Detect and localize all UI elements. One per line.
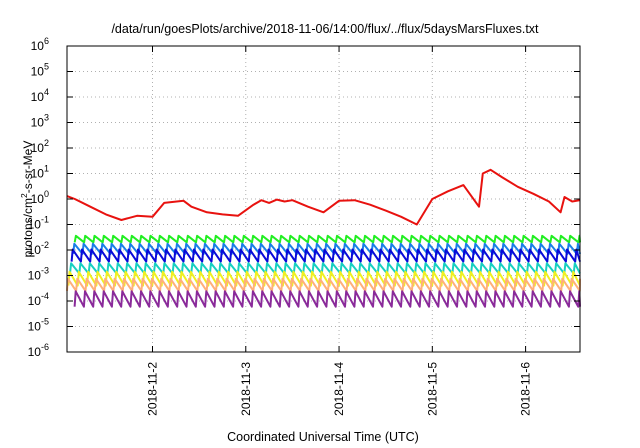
series-line-7 xyxy=(73,290,581,308)
x-tick-label: 2018-11-3 xyxy=(239,362,253,416)
series-line-4 xyxy=(69,262,581,275)
y-tick-label: 102 xyxy=(31,138,49,155)
y-tick-label: 10-5 xyxy=(28,317,49,334)
x-tick-label: 2018-11-6 xyxy=(519,362,533,416)
y-tick-label: 105 xyxy=(31,62,49,79)
axis-layer: 10-6 10-5 10-4 10-3 10-2 10-1 100 101 102 103 104 1… xyxy=(28,36,580,416)
series-line-3 xyxy=(70,248,581,263)
series-line-6 xyxy=(66,277,581,292)
series-line-1 xyxy=(73,234,581,244)
x-axis-label: Coordinated Universal Time (UTC) xyxy=(227,430,419,444)
y-tick-label: 101 xyxy=(31,164,49,181)
x-tick-label: 2018-11-5 xyxy=(425,362,439,416)
y-tick-label: 104 xyxy=(31,87,49,104)
x-tick-label: 2018-11-2 xyxy=(146,362,160,416)
y-axis-label: protons/cm2-s-sr-MeV xyxy=(19,141,35,258)
series-layer xyxy=(66,168,581,308)
chart-title: /data/run/goesPlots/archive/2018-11-06/1… xyxy=(111,22,539,36)
y-tick-label: 10-1 xyxy=(28,215,49,232)
x-tick-label: 2018-11-4 xyxy=(332,362,346,416)
y-tick-label: 103 xyxy=(31,113,49,130)
y-tick-label: 10-3 xyxy=(28,266,49,283)
series-line-0 xyxy=(66,168,581,226)
y-tick-label: 10-2 xyxy=(28,240,49,257)
y-tick-label: 100 xyxy=(31,189,49,206)
y-tick-label: 10-6 xyxy=(28,342,49,359)
y-tick-label: 10-4 xyxy=(28,291,49,308)
y-tick-label: 106 xyxy=(31,36,49,53)
